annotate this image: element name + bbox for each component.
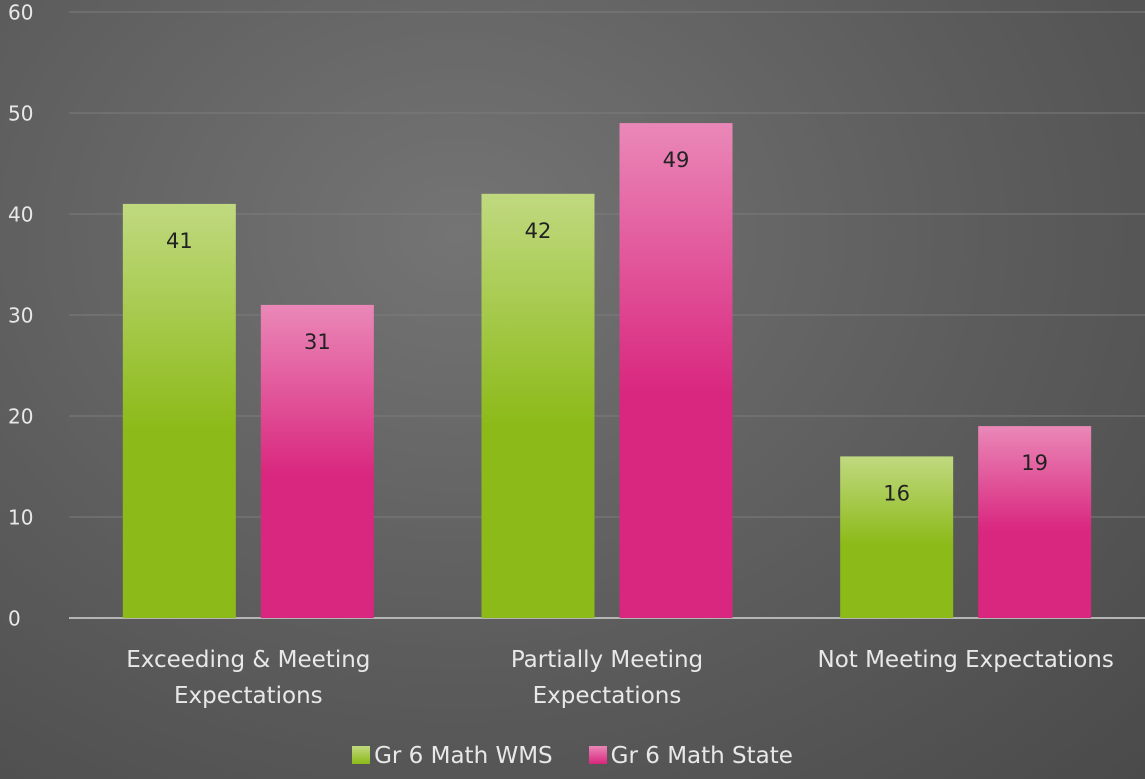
- y-tick-label: 60: [8, 1, 33, 25]
- x-tick-label: Exceeding & Meeting Expectations: [126, 647, 371, 709]
- data-label: 31: [304, 330, 331, 354]
- y-tick-label: 30: [8, 304, 33, 328]
- y-tick-label: 40: [8, 203, 33, 227]
- bar: [122, 203, 236, 618]
- bar: [481, 193, 595, 619]
- data-label: 16: [883, 481, 910, 505]
- y-tick-label: 50: [8, 102, 33, 126]
- y-tick-label: 10: [8, 506, 33, 530]
- bar: [978, 426, 1092, 618]
- data-label: 42: [525, 219, 552, 243]
- legend-swatch: [588, 746, 607, 764]
- bar: [840, 456, 954, 618]
- legend-label: Gr 6 Math WMS: [374, 743, 553, 769]
- legend-item: Gr 6 Math WMS: [352, 743, 553, 769]
- legend: Gr 6 Math WMS Gr 6 Math State: [0, 743, 1145, 769]
- bar: [260, 304, 374, 618]
- bar: [619, 123, 733, 618]
- legend-label: Gr 6 Math State: [610, 743, 793, 769]
- y-tick-label: 20: [8, 405, 33, 429]
- x-tick-label: Not Meeting Expectations: [817, 647, 1114, 673]
- data-label: 41: [166, 229, 193, 253]
- x-tick-label: Partially Meeting Expectations: [510, 647, 704, 709]
- y-tick-label: 0: [8, 607, 21, 631]
- data-label: 19: [1021, 451, 1048, 475]
- legend-swatch: [352, 746, 371, 764]
- legend-item: Gr 6 Math State: [588, 743, 793, 769]
- data-label: 49: [663, 148, 690, 172]
